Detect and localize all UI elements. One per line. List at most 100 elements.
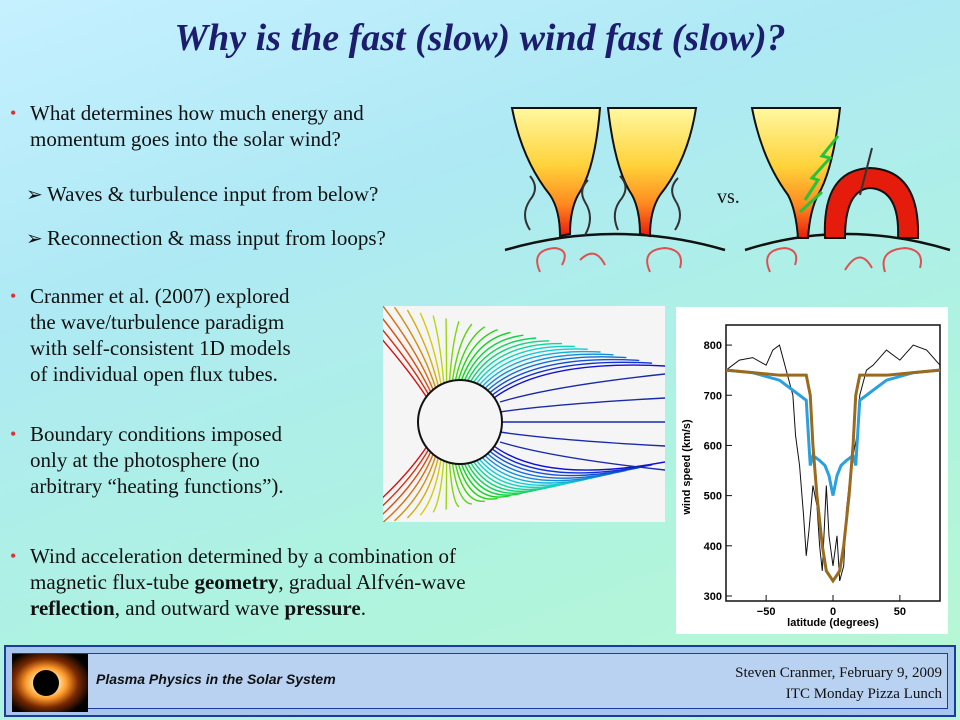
footer-course-title: Plasma Physics in the Solar System	[96, 671, 336, 687]
field-line	[432, 315, 445, 385]
bullet-4-line-3: reflection, and outward wave pressure.	[30, 596, 366, 620]
field-line	[383, 329, 431, 398]
bullet-3-line-3: arbitrary “heating functions”).	[30, 474, 284, 498]
vs-label: vs.	[717, 186, 740, 208]
x-tick-label: 0	[830, 606, 836, 618]
field-line	[478, 457, 588, 486]
field-line	[487, 358, 640, 395]
bullet-dot: •	[10, 286, 17, 306]
wave-arrow-icon	[524, 175, 536, 231]
field-line	[383, 449, 433, 515]
field-line	[472, 342, 562, 384]
field-line	[469, 461, 550, 493]
field-line	[466, 462, 537, 494]
bullet-3-line-2: only at the photosphere (no	[30, 448, 260, 472]
x-axis-label: latitude (degrees)	[787, 617, 879, 629]
field-line	[451, 463, 472, 505]
bullet-1-line-2: momentum goes into the solar wind?	[30, 127, 341, 151]
series-line-2	[725, 368, 941, 584]
bullet-2-line-1: Cranmer et al. (2007) explored	[30, 284, 290, 308]
field-line	[480, 350, 601, 388]
reconnection-arrow-icon	[798, 190, 824, 214]
eclipse-logo	[12, 654, 88, 712]
field-line	[457, 328, 498, 381]
field-line	[478, 348, 588, 387]
sun-surface-right	[744, 232, 951, 252]
closed-magnetic-loop	[823, 166, 920, 239]
y-tick-label: 500	[704, 491, 722, 503]
wave-arrow-icon	[581, 179, 591, 236]
x-tick-label: 50	[894, 606, 906, 618]
field-line	[383, 452, 435, 522]
field-line	[480, 456, 601, 484]
open-flux-tube	[606, 107, 698, 238]
convection-arrow-icon	[579, 252, 606, 266]
bullet-dot: •	[10, 546, 17, 566]
field-line	[419, 458, 442, 516]
reconnection-arrow-icon	[803, 135, 840, 201]
emphasis-geometry: geometry	[194, 570, 279, 594]
field-line	[383, 444, 429, 499]
y-tick-label: 600	[704, 440, 722, 452]
wind-speed-plot: −50 0 50 300 400 500 600 700 800 wind speed (km/…	[676, 307, 948, 634]
field-line	[499, 441, 665, 471]
field-line	[475, 345, 575, 385]
field-line	[463, 334, 524, 381]
field-line	[466, 337, 537, 382]
field-line	[485, 451, 627, 479]
open-flux-tube	[510, 107, 602, 238]
field-line	[454, 326, 486, 381]
field-line	[406, 309, 440, 388]
field-line	[457, 463, 498, 500]
field-line	[460, 331, 511, 381]
field-line	[445, 318, 448, 383]
field-line	[406, 456, 440, 519]
convection-arrow-icon	[646, 246, 682, 273]
y-tick-label: 800	[704, 340, 722, 352]
bullet-2-line-4: of individual open flux tubes.	[30, 362, 278, 386]
wind-speed-chart: −50 0 50 300 400 500 600 700 800 wind speed (km/…	[681, 324, 941, 629]
footer-credits: Steven Cranmer, February 9, 2009 ITC Mon…	[735, 663, 942, 705]
field-line	[485, 356, 627, 393]
field-line	[445, 461, 448, 510]
footer-bar	[4, 645, 956, 717]
sun-surface-left	[504, 232, 726, 252]
slide-title: Why is the fast (slow) wind fast (slow)?	[174, 17, 786, 59]
field-line	[499, 397, 665, 413]
field-line	[383, 306, 435, 392]
bullet-4-line-2: magnetic flux-tube geometry, gradual Alf…	[30, 570, 466, 594]
wave-arrow-icon	[671, 177, 681, 231]
sun-disk	[417, 379, 503, 465]
field-line	[383, 446, 431, 507]
x-tick-label: −50	[757, 606, 776, 618]
y-axis-label: wind speed (km/s)	[681, 419, 693, 516]
bullet-1-line-1: What determines how much energy and	[30, 101, 364, 125]
convection-arrow-icon	[536, 246, 566, 273]
field-line	[463, 463, 524, 496]
field-line	[432, 459, 445, 513]
y-tick-label: 700	[704, 390, 722, 402]
wave-arrow-icon	[613, 175, 627, 231]
outflow-arrow-icon	[859, 147, 873, 196]
bullet-dot: •	[10, 103, 17, 123]
field-line	[487, 449, 640, 477]
footer-event: ITC Monday Pizza Lunch	[785, 686, 942, 702]
field-line	[448, 462, 460, 508]
field-line	[451, 323, 473, 381]
plot-frame	[725, 324, 941, 602]
open-flux-tube	[750, 107, 842, 239]
emphasis-reflection: reflection	[30, 596, 115, 620]
sub-bullet-2: Reconnection & mass input from loops?	[47, 226, 386, 250]
field-line	[448, 320, 460, 382]
field-line	[491, 364, 665, 401]
field-line	[393, 306, 437, 390]
field-line	[454, 463, 485, 502]
field-line	[394, 454, 437, 522]
bullet-3-line-1: Boundary conditions imposed	[30, 422, 282, 446]
magnetic-field-lines-figure	[383, 306, 665, 522]
sub-bullet-1: Waves & turbulence input from below?	[47, 182, 379, 206]
field-line	[383, 317, 433, 395]
y-tick-label: 300	[704, 591, 722, 603]
emphasis-pressure: pressure	[284, 596, 361, 620]
field-line	[489, 361, 653, 398]
